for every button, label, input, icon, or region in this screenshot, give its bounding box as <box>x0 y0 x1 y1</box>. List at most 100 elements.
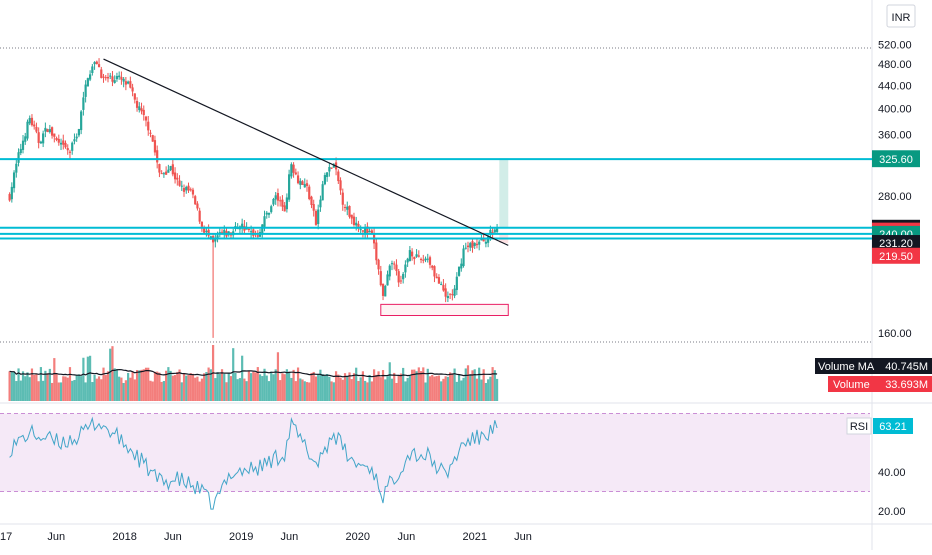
candle-body <box>478 241 481 245</box>
volume-bar <box>111 346 114 401</box>
candle-body <box>384 285 387 297</box>
candle-body <box>198 210 201 222</box>
volume-bar <box>310 372 313 401</box>
candle-body <box>12 172 16 189</box>
volume-bar <box>203 373 206 401</box>
volume-bar <box>299 378 302 401</box>
candle-body <box>473 243 476 246</box>
volume-bar <box>361 371 365 401</box>
candle-body <box>21 140 25 150</box>
volume-bar <box>39 367 43 401</box>
volume-bar <box>377 371 380 401</box>
time-tick-label: Jun <box>281 531 299 543</box>
volume-bar <box>337 374 340 401</box>
candle-body <box>35 126 38 132</box>
candle-body <box>93 62 96 65</box>
candle-body <box>220 231 224 233</box>
volume-bar <box>30 368 34 401</box>
volume-bar <box>82 357 85 401</box>
volume-bar <box>53 358 56 401</box>
volume-bar <box>207 367 210 401</box>
volume-bar <box>57 382 60 401</box>
candle-body <box>102 76 105 78</box>
candle-body <box>129 81 132 88</box>
rsi-tick-label: 20.00 <box>878 506 906 518</box>
candle-body <box>180 185 183 187</box>
candle-body <box>395 264 398 272</box>
candle-body <box>171 164 174 175</box>
candle-body <box>337 171 340 182</box>
candle-body <box>241 223 244 229</box>
candle-body <box>142 109 145 115</box>
candle-body <box>88 74 92 80</box>
candle-body <box>80 111 83 131</box>
volume-bar <box>332 382 335 401</box>
volume-bar <box>189 373 192 401</box>
candle-body <box>24 136 27 142</box>
candle-body <box>359 229 362 231</box>
candle-body <box>339 180 342 191</box>
currency-badge[interactable] <box>886 4 916 28</box>
candle-body <box>330 167 333 169</box>
volume-bar <box>178 369 181 401</box>
candle-body <box>162 173 165 175</box>
candle-body <box>133 93 136 100</box>
candle-body <box>424 258 427 261</box>
candle-body <box>15 163 18 173</box>
rsi-tick-label: 40.00 <box>878 467 906 479</box>
candle-body <box>388 265 391 277</box>
candle-body <box>200 221 204 227</box>
candle-body <box>370 230 373 234</box>
volume-bar <box>397 375 400 401</box>
candle-body <box>75 136 78 139</box>
candle-body <box>261 224 264 234</box>
candle-body <box>160 173 163 175</box>
volume-bar <box>182 372 186 401</box>
candle-body <box>294 172 297 175</box>
candle-body <box>71 142 74 151</box>
candle-body <box>182 188 186 192</box>
candle-body <box>466 245 470 248</box>
volume-bar <box>386 376 389 401</box>
candle-body <box>37 132 40 143</box>
volume-bar <box>214 378 217 401</box>
volume-bar <box>133 379 136 401</box>
candle-body <box>68 151 72 153</box>
volume-bar <box>464 368 467 401</box>
candle-body <box>299 180 302 185</box>
volume-bar <box>122 382 125 401</box>
candle-body <box>53 133 56 137</box>
volume-bar <box>321 374 324 401</box>
candle-body <box>138 106 141 111</box>
candle-body <box>250 231 253 233</box>
candle-body <box>167 169 170 173</box>
candle-body <box>84 84 87 97</box>
price-tick-label: 440.00 <box>878 80 912 92</box>
candle-body <box>158 164 161 173</box>
volume-bar <box>73 380 76 401</box>
candle-body <box>203 228 206 233</box>
volume-bar <box>372 369 376 401</box>
volume-name: Volume <box>833 379 870 391</box>
volume-bar <box>292 369 295 401</box>
volume-bar <box>453 368 456 401</box>
candle-body <box>209 236 212 238</box>
candle-body <box>411 251 414 257</box>
candle-body <box>247 229 250 231</box>
candle-body <box>19 148 22 154</box>
volume-bar <box>44 370 47 401</box>
volume-bar <box>124 380 127 401</box>
candle-body <box>189 189 192 191</box>
candle-body <box>346 206 349 210</box>
volume-bar <box>370 381 373 401</box>
candle-body <box>55 137 58 140</box>
candle-body <box>50 127 54 136</box>
volume-bar <box>115 369 119 401</box>
volume-bar <box>263 368 266 401</box>
volume-bar <box>285 369 288 401</box>
volume-bar <box>200 378 204 401</box>
volume-bar <box>473 369 476 401</box>
candle-body <box>305 183 309 186</box>
candle-body <box>46 129 49 133</box>
volume-bar <box>339 377 342 401</box>
